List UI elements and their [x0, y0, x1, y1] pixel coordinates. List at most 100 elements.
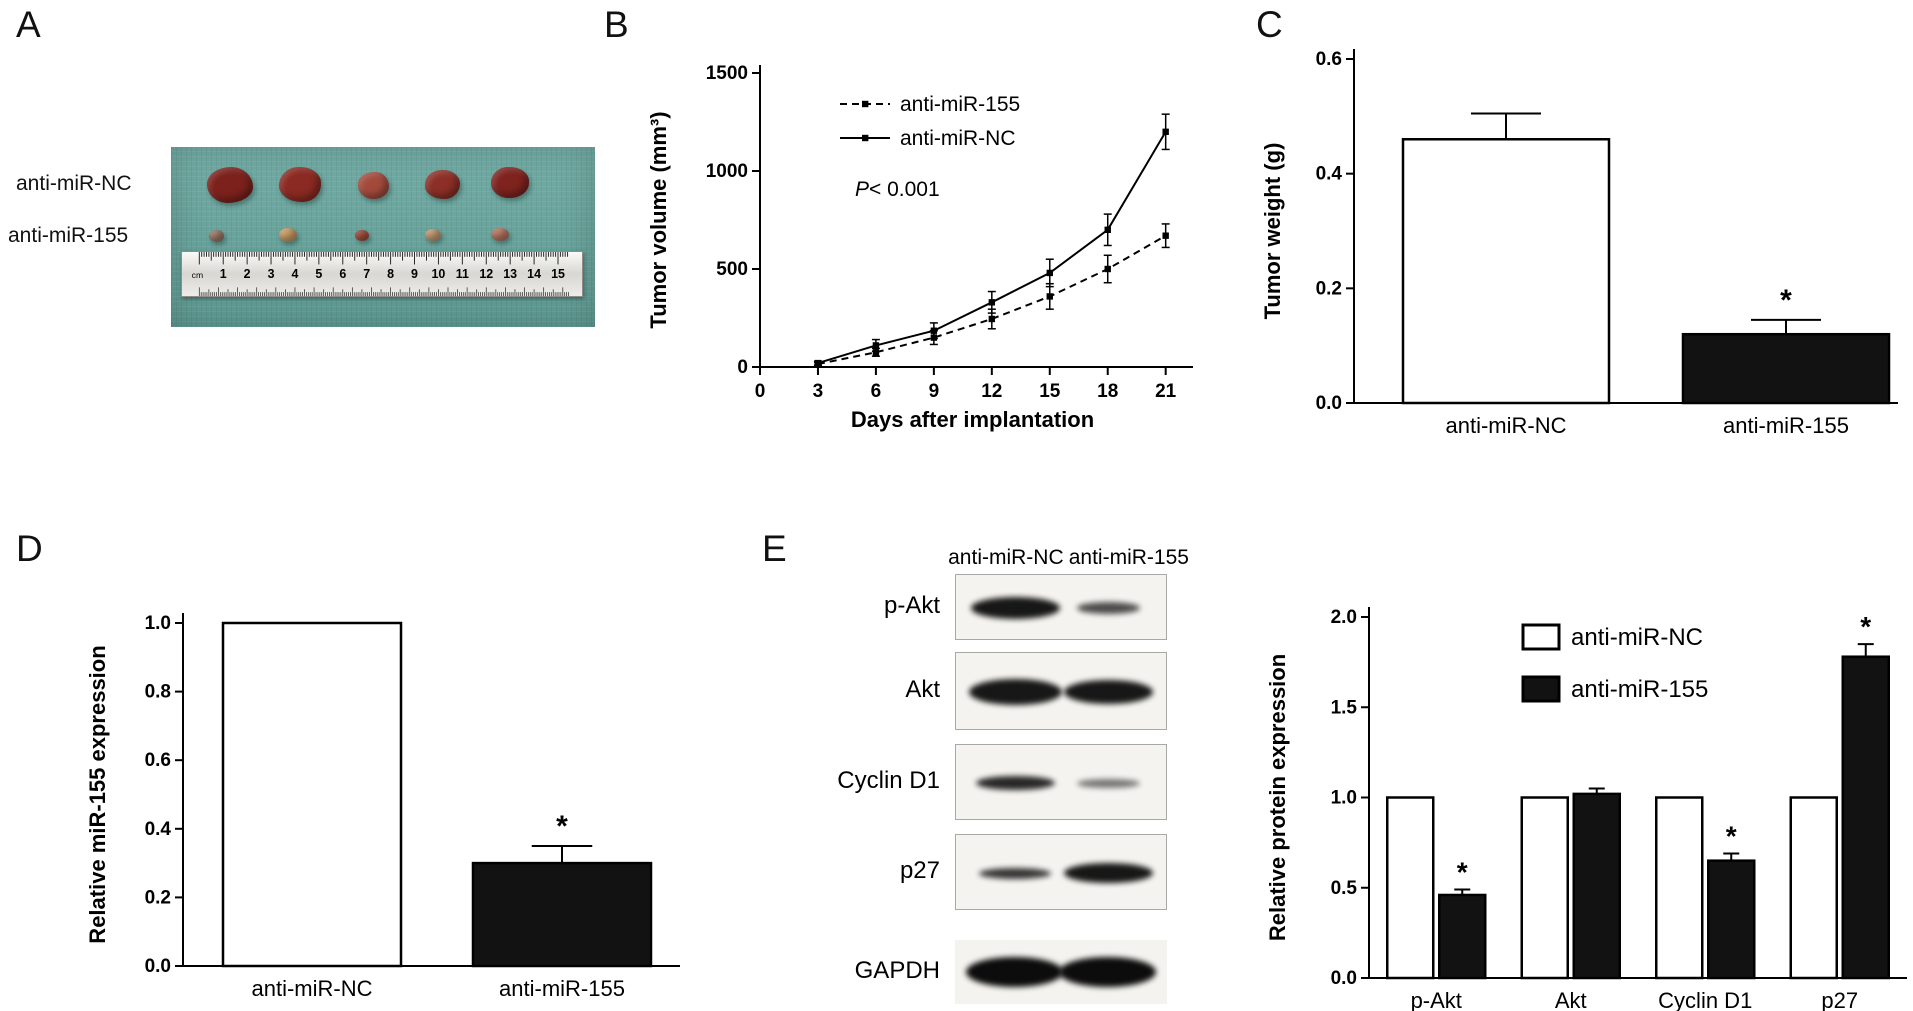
significance-star: * — [556, 810, 568, 843]
legend-label: anti-miR-155 — [1571, 676, 1708, 703]
data-point — [1162, 128, 1169, 135]
mir155-expression-chart: 0.0 0.2 0.4 0.6 0.8 1.0 Relative miR-155 expre… — [85, 613, 680, 1001]
x-tick-label: 12 — [981, 381, 1002, 402]
y-tick-label: 0.0 — [145, 956, 171, 977]
category-label: anti-miR-155 — [1723, 413, 1849, 438]
ruler-number: 13 — [503, 267, 517, 281]
x-tick-label: 21 — [1155, 381, 1177, 402]
blot-band — [968, 679, 1062, 705]
tumor-anti-mir-nc-4 — [425, 170, 461, 200]
category-label: p27 — [1821, 988, 1858, 1011]
blot-band — [965, 957, 1064, 987]
blot-band — [1058, 957, 1157, 987]
y-tick-label: 0.4 — [145, 819, 172, 840]
panel-c-label: C — [1256, 4, 1283, 45]
legend-swatch — [1521, 675, 1561, 703]
x-tick-label: 3 — [813, 381, 824, 402]
y-tick-label: 0.6 — [1316, 49, 1342, 70]
data-point — [930, 327, 938, 334]
tumor-anti-mir-nc-3 — [357, 172, 389, 200]
bar-anti-miR-NC — [221, 621, 403, 968]
blot-band — [970, 597, 1060, 619]
bar-Akt-anti-miR-NC — [1520, 796, 1569, 980]
legend-marker — [862, 100, 869, 108]
blot-band — [1076, 778, 1141, 788]
legend-label: anti-miR-NC — [1571, 624, 1703, 651]
bar-Akt-anti-miR-155 — [1572, 792, 1621, 980]
y-tick-label: 0.8 — [145, 682, 171, 703]
x-tick-label: 9 — [929, 381, 940, 402]
ruler-unit: cm — [192, 270, 203, 280]
ruler-number: 2 — [244, 267, 251, 281]
x-tick-label: 6 — [871, 381, 882, 402]
y-tick-label: 1.0 — [145, 613, 171, 634]
ruler-number: 9 — [411, 267, 418, 281]
blot-row-label-p-Akt: p-Akt — [883, 592, 940, 619]
ruler-number: 3 — [268, 267, 275, 281]
tumor-volume-chart: 0 500 1000 1500 0 3 6 9 12 15 18 21 Tumor volume (mm… — [646, 63, 1193, 432]
blot-row-label-Cyclin D1: Cyclin D1 — [837, 767, 940, 794]
ruler-number: 12 — [479, 267, 493, 281]
bar-anti-miR-NC — [1401, 138, 1611, 405]
blot-band — [1064, 680, 1154, 704]
ruler-number: 5 — [315, 267, 322, 281]
y-tick-label: 0.2 — [1316, 278, 1342, 299]
ruler-number: 11 — [456, 267, 469, 281]
data-point — [1162, 232, 1169, 239]
legend-label: anti-miR-NC — [900, 127, 1016, 150]
protein-expression-chart: 0.0 0.5 1.0 1.5 2.0 Relative protein expressi… — [1265, 607, 1907, 1011]
tumor-photo: 1 2 3 4 5 6 7 8 9 10 11 12 13 14 15 cm — [171, 147, 595, 327]
y-axis-title: Relative miR-155 expression — [85, 645, 110, 943]
x-tick-label: 15 — [1039, 381, 1061, 402]
y-tick-label: 0.0 — [1331, 968, 1357, 989]
tumor-anti-mir-nc-2 — [279, 166, 322, 202]
y-tick-label: 0.6 — [145, 750, 171, 771]
photo-row-label-anti-mir-nc: anti-miR-NC — [16, 172, 132, 195]
category-label: anti-miR-NC — [252, 976, 373, 1001]
ruler-number: 4 — [291, 267, 298, 281]
y-tick-label: 500 — [716, 259, 748, 280]
ruler-number: 1 — [220, 267, 227, 281]
category-label: anti-miR-NC — [1446, 413, 1567, 438]
blot-column-header: anti-miR-NC — [948, 546, 1064, 569]
ruler-number: 15 — [551, 267, 565, 281]
y-tick-label: 2.0 — [1331, 607, 1357, 628]
p-value: P< 0.001 — [855, 178, 940, 201]
legend-swatch — [1521, 623, 1561, 651]
y-tick-label: 1.0 — [1331, 788, 1357, 809]
data-point — [1046, 269, 1053, 277]
y-axis-title: Relative protein expression — [1265, 654, 1290, 941]
ruler-number: 10 — [432, 267, 446, 281]
category-label: Cyclin D1 — [1658, 988, 1752, 1011]
blot-box-Cyclin D1 — [955, 744, 1167, 820]
x-tick-label: 18 — [1097, 381, 1118, 402]
data-point — [872, 349, 880, 356]
bar-anti-miR-155 — [1681, 332, 1891, 405]
blot-row-label-Akt: Akt — [905, 676, 940, 703]
tumor-anti-mir-155-4 — [425, 228, 442, 241]
category-label: anti-miR-155 — [499, 976, 625, 1001]
y-tick-label: 0.4 — [1316, 164, 1343, 185]
panel-d-label: D — [16, 528, 43, 569]
blot-row-label-p27: p27 — [899, 857, 940, 884]
tumor-anti-mir-nc-1 — [207, 166, 254, 203]
data-point — [988, 315, 996, 323]
y-axis-title: Tumor weight (g) — [1260, 143, 1285, 320]
tumor-anti-mir-155-1 — [209, 229, 225, 242]
blot-band — [979, 867, 1052, 879]
y-tick-label: 0.2 — [145, 887, 171, 908]
category-label: p-Akt — [1411, 988, 1462, 1011]
category-label: Akt — [1555, 988, 1587, 1011]
bar-Cyclin D1-anti-miR-155 — [1707, 859, 1756, 980]
data-point — [1046, 293, 1053, 300]
significance-star: * — [1457, 857, 1468, 888]
tumor-anti-mir-155-5 — [491, 228, 510, 241]
y-axis-title: Tumor volume (mm³) — [646, 111, 671, 328]
blot-band — [1076, 602, 1141, 614]
y-tick-label: 1.5 — [1331, 697, 1358, 718]
ruler-number: 6 — [339, 267, 346, 281]
tumor-anti-mir-nc-5 — [491, 166, 530, 198]
y-tick-label: 1500 — [706, 63, 748, 84]
